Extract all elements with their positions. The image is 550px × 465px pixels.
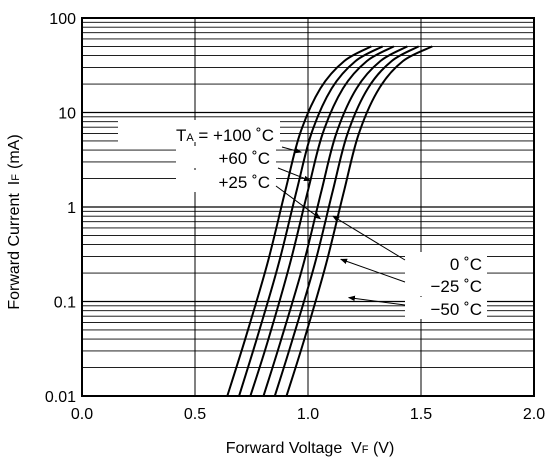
svg-text:Forward CurrentIF(mA): Forward Current IF (mA) (6, 134, 23, 309)
curve-series (249, 45, 395, 397)
label-background (405, 297, 487, 319)
curve-series (285, 45, 433, 397)
y-tick-label: 100 (49, 11, 76, 28)
curve-series (238, 45, 384, 397)
x-axis-symbol: V (351, 440, 362, 457)
y-axis-label: Forward Current (6, 193, 23, 310)
curve-series (226, 45, 372, 397)
annotation-arrow (332, 215, 406, 261)
x-axis-label: Forward Voltage (225, 440, 343, 457)
x-tick-label: 0.0 (71, 406, 93, 423)
tick-labels: 0.0 0.5 1.0 1.5 2.0 0.01 0.1 1 10 100 (45, 11, 545, 423)
temperature-label: −25 ˚C (431, 277, 483, 296)
y-axis-unit: (mA) (6, 134, 23, 169)
annotation-layer: TA = +100 ˚C +60 ˚C +25 ˚C 0 ˚C −25 ˚C −50 ˚C (118, 120, 487, 319)
label-background (405, 274, 487, 296)
temperature-label: +60 ˚C (219, 149, 271, 168)
temperature-label: −50 ˚C (431, 300, 483, 319)
x-tick-label: 1.5 (410, 406, 432, 423)
annotation-arrow (277, 167, 311, 182)
annotation-arrow (347, 295, 406, 306)
curve-series (262, 45, 408, 397)
x-axis-unit: (V) (372, 440, 395, 457)
curve-layer (226, 45, 433, 397)
y-axis-symbol: I (6, 181, 23, 185)
annotation-arrow (281, 146, 302, 154)
label-background (118, 120, 280, 142)
temperature-label: +25 ˚C (219, 173, 271, 192)
annotation-arrow (275, 185, 321, 220)
label-background (176, 146, 276, 168)
label-background (176, 170, 276, 192)
y-tick-label: 1 (67, 200, 76, 217)
x-tick-label: 1.0 (297, 406, 319, 423)
curve-series (273, 45, 420, 397)
label-background (405, 252, 487, 274)
x-axis-title: Forward Voltage VF (V) (80, 440, 540, 458)
x-tick-label: 2.0 (523, 406, 545, 423)
plot-frame (81, 17, 535, 397)
temperature-label: 0 ˚C (450, 255, 482, 274)
y-tick-label: 0.1 (54, 295, 76, 312)
grid-lines (82, 18, 534, 396)
y-tick-label: 10 (58, 106, 76, 123)
y-axis-title: Forward Current IF (mA) (2, 52, 24, 392)
x-axis-subscript: F (361, 444, 369, 456)
y-axis-subscript: F (10, 174, 22, 181)
temperature-label: TA = +100 ˚C (176, 126, 274, 145)
x-tick-label: 0.5 (184, 406, 206, 423)
annotation-arrow (340, 258, 406, 283)
y-tick-label: 0.01 (45, 389, 76, 406)
